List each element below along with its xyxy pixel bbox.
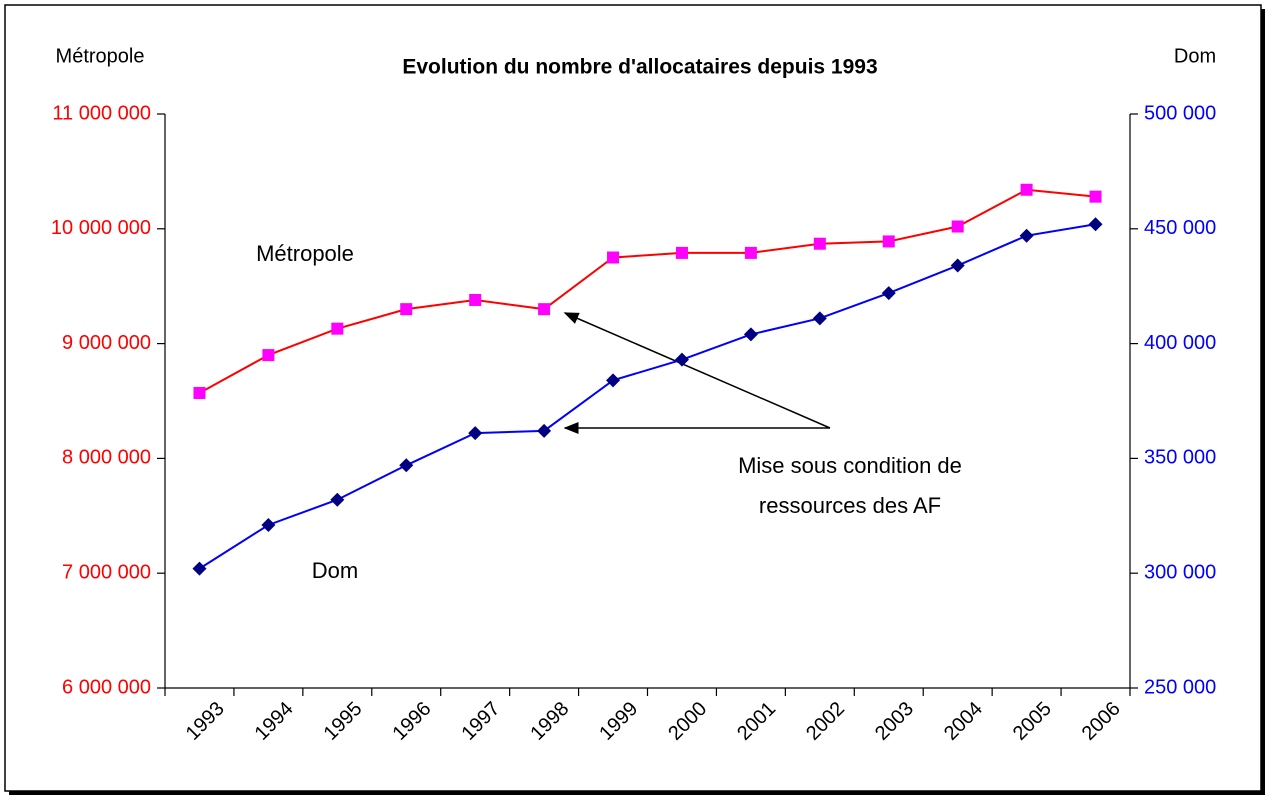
frame — [4, 4, 1262, 792]
y-axis-label: Métropole — [56, 45, 145, 67]
y2-tick-label: 500 000 — [1144, 102, 1216, 124]
marker — [951, 220, 964, 233]
marker — [1089, 190, 1102, 203]
marker — [606, 373, 621, 388]
marker — [881, 286, 896, 301]
y2-axis-label: Dom — [1174, 45, 1216, 67]
marker — [812, 311, 827, 326]
marker — [330, 492, 345, 507]
series-label: Dom — [312, 558, 358, 583]
y2-tick-label: 300 000 — [1144, 561, 1216, 583]
series-line — [198, 188, 1096, 394]
y2-tick-label: 250 000 — [1144, 676, 1216, 698]
y2-tick-label: 450 000 — [1144, 217, 1216, 239]
marker — [607, 251, 620, 264]
marker — [1088, 217, 1103, 232]
marker — [192, 561, 207, 576]
marker — [674, 352, 689, 367]
y-tick-label: 11 000 000 — [52, 102, 151, 124]
marker — [468, 426, 483, 441]
annotation: ressources des AF — [759, 493, 941, 518]
marker — [193, 386, 206, 399]
marker — [882, 235, 895, 248]
marker — [262, 349, 275, 362]
series-line — [198, 223, 1096, 570]
marker — [950, 258, 965, 273]
marker — [331, 322, 344, 335]
annotation: Mise sous condition de — [738, 453, 962, 478]
marker — [813, 237, 826, 250]
marker — [469, 293, 482, 306]
marker — [1020, 183, 1033, 196]
series-label: Métropole — [256, 241, 354, 266]
marker — [261, 517, 276, 532]
marker — [537, 423, 552, 438]
marker — [399, 458, 414, 473]
y-tick-label: 9 000 000 — [62, 332, 151, 354]
y-tick-label: 6 000 000 — [62, 676, 151, 698]
marker — [400, 303, 413, 316]
marker — [675, 246, 688, 259]
y-tick-label: 8 000 000 — [62, 447, 151, 469]
chart-title: Evolution du nombre d'allocataires depui… — [402, 56, 877, 79]
y-tick-label: 10 000 000 — [51, 217, 151, 239]
marker — [743, 327, 758, 342]
marker — [1019, 228, 1034, 243]
marker — [744, 246, 757, 259]
y2-tick-label: 400 000 — [1144, 332, 1216, 354]
y2-tick-label: 350 000 — [1144, 447, 1216, 469]
annotation-arrow — [563, 312, 831, 429]
y-tick-label: 7 000 000 — [62, 561, 151, 583]
marker — [538, 303, 551, 316]
